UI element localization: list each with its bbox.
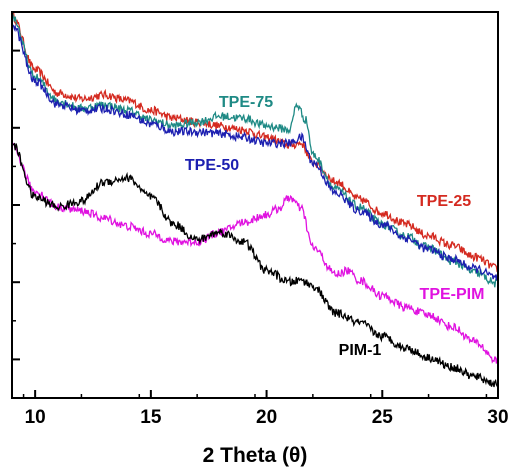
series-label-tpe-75: TPE-75 [219,94,273,111]
series-label-pim-1: PIM-1 [339,342,382,359]
series-label-tpe-pim: TPE-PIM [420,286,485,303]
series-layer [11,11,499,389]
x-axis-label: 2 Theta (θ) [203,444,308,467]
x-tick-label: 30 [487,407,508,428]
x-tick-label: 15 [140,407,162,428]
x-tick-label: 25 [372,407,394,428]
series-line-tpe-50 [11,23,499,281]
x-tick-label: 20 [256,407,277,428]
series-line-pim-1 [11,142,499,389]
series-line-tpe-25 [11,11,499,272]
series-label-tpe-50: TPE-50 [185,157,239,174]
x-tick-label: 10 [25,407,46,428]
series-label-tpe-25: TPE-25 [417,193,471,210]
series-line-tpe-pim [11,142,499,364]
tick-layer: 10 15 20 25 30 [12,49,509,428]
series-label-layer: TPE-25 TPE-75 TPE-50 TPE-PIM PIM-1 [185,94,485,359]
